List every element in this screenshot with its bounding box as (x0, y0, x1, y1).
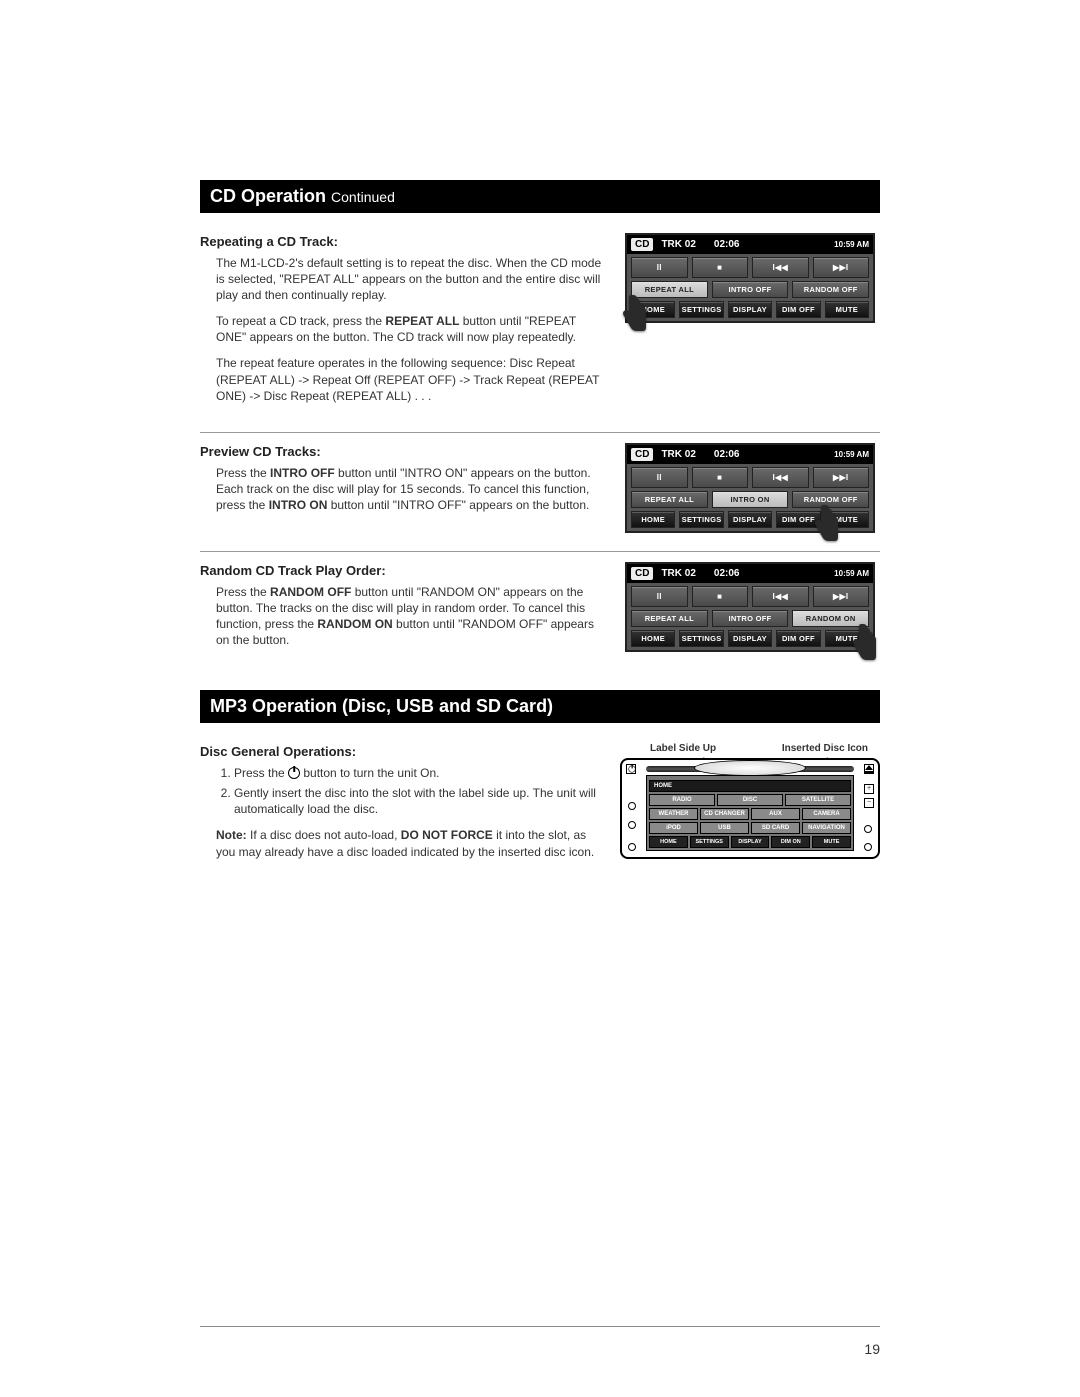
side-dot-icon (628, 821, 636, 829)
unit-cdchanger: CD CHANGER (700, 808, 749, 820)
plus-button: + (864, 784, 874, 794)
display-button[interactable]: DISPLAY (728, 301, 772, 318)
track-label: TRK 02 (661, 239, 695, 250)
dim-button[interactable]: DIM OFF (776, 511, 820, 528)
stop-button[interactable]: ■ (692, 467, 749, 488)
pause-button[interactable]: II (631, 586, 688, 607)
prev-button[interactable]: I◀◀ (752, 467, 809, 488)
s4-note: Note: If a disc does not auto-load, DO N… (216, 827, 604, 859)
pause-button[interactable]: II (631, 467, 688, 488)
section-repeating: Repeating a CD Track: The M1-LCD-2's def… (200, 223, 880, 433)
banner1-title: CD Operation (210, 186, 326, 206)
unit-b-mute: MUTE (812, 836, 851, 848)
power-icon (288, 767, 300, 779)
s1-p3: The repeat feature operates in the follo… (216, 355, 604, 404)
settings-button[interactable]: SETTINGS (679, 630, 723, 647)
unit-usb: USB (700, 822, 749, 834)
lcd-screenshot-1: CD TRK 02 02:06 10:59 AM II ■ I◀◀ ▶▶I RE… (625, 233, 875, 323)
section-preview: Preview CD Tracks: Press the INTRO OFF b… (200, 433, 880, 552)
unit-ipod: iPOD (649, 822, 698, 834)
repeat-button[interactable]: REPEAT ALL (631, 610, 708, 627)
mute-button[interactable]: MUTE (825, 301, 869, 318)
section-random: Random CD Track Play Order: Press the RA… (200, 552, 880, 676)
heading-repeating: Repeating a CD Track: (200, 233, 604, 251)
unit-aux: AUX (751, 808, 800, 820)
label-disc-icon: Inserted Disc Icon (782, 743, 872, 754)
page-number: 19 (864, 1341, 880, 1357)
heading-preview: Preview CD Tracks: (200, 443, 604, 461)
banner1-subtitle: Continued (331, 189, 395, 205)
display-button[interactable]: DISPLAY (728, 511, 772, 528)
unit-diagram: Label Side Up Inserted Disc Icon + − (620, 743, 880, 859)
clock-label: 10:59 AM (834, 240, 869, 249)
settings-button[interactable]: SETTINGS (679, 511, 723, 528)
side-dot-icon (628, 802, 636, 810)
cd-badge: CD (631, 238, 653, 251)
pause-button[interactable]: II (631, 257, 688, 278)
home-button[interactable]: HOME (631, 511, 675, 528)
stop-button[interactable]: ■ (692, 257, 749, 278)
unit-radio: RADIO (649, 794, 715, 806)
unit-disc: DISC (717, 794, 783, 806)
home-button[interactable]: HOME (631, 630, 675, 647)
prev-button[interactable]: I◀◀ (752, 257, 809, 278)
section-disc-general: Disc General Operations: Press the butto… (200, 733, 880, 887)
repeat-button[interactable]: REPEAT ALL (631, 491, 708, 508)
unit-camera: CAMERA (802, 808, 851, 820)
intro-button[interactable]: INTRO ON (712, 491, 789, 508)
random-button[interactable]: RANDOM OFF (792, 491, 869, 508)
banner-mp3-operation: MP3 Operation (Disc, USB and SD Card) (200, 690, 880, 723)
next-button[interactable]: ▶▶I (813, 467, 870, 488)
minus-button: − (864, 798, 874, 808)
next-button[interactable]: ▶▶I (813, 257, 870, 278)
home-button[interactable]: HOME (631, 301, 675, 318)
time-label: 02:06 (714, 239, 740, 250)
lcd-screenshot-3: CD TRK 02 02:06 10:59 AM II ■ I◀◀ ▶▶I RE… (625, 562, 875, 652)
s1-p2: To repeat a CD track, press the REPEAT A… (216, 313, 604, 345)
power-button-icon (626, 764, 636, 774)
mute-button[interactable]: MUTE (825, 630, 869, 647)
label-side-up: Label Side Up (650, 743, 716, 754)
banner2-title: MP3 Operation (Disc, USB and SD Card) (210, 696, 553, 716)
unit-b-settings: SETTINGS (690, 836, 729, 848)
mute-button[interactable]: MUTE (825, 511, 869, 528)
dim-button[interactable]: DIM OFF (776, 301, 820, 318)
s4-li1: Press the button to turn the unit On. (234, 765, 604, 781)
prev-button[interactable]: I◀◀ (752, 586, 809, 607)
unit-b-dim: DIM ON (771, 836, 810, 848)
heading-random: Random CD Track Play Order: (200, 562, 604, 580)
repeat-button[interactable]: REPEAT ALL (631, 281, 708, 298)
unit-b-home: HOME (649, 836, 688, 848)
eject-button-icon (864, 764, 874, 774)
s4-li2: Gently insert the disc into the slot wit… (234, 785, 604, 817)
lcd-screenshot-2: CD TRK 02 02:06 10:59 AM II ■ I◀◀ ▶▶I RE… (625, 443, 875, 533)
side-dot-icon (864, 825, 872, 833)
side-dot-icon (864, 843, 872, 851)
unit-home: HOME (649, 780, 851, 792)
unit-weather: WEATHER (649, 808, 698, 820)
unit-b-display: DISPLAY (731, 836, 770, 848)
random-button[interactable]: RANDOM ON (792, 610, 869, 627)
unit-sdcard: SD CARD (751, 822, 800, 834)
s1-p1: The M1-LCD-2's default setting is to rep… (216, 255, 604, 304)
stop-button[interactable]: ■ (692, 586, 749, 607)
dim-button[interactable]: DIM OFF (776, 630, 820, 647)
disc-icon (694, 760, 806, 776)
heading-disc-general: Disc General Operations: (200, 743, 604, 761)
banner-cd-operation: CD Operation Continued (200, 180, 880, 213)
s2-p1: Press the INTRO OFF button until "INTRO … (216, 465, 604, 514)
intro-button[interactable]: INTRO OFF (712, 610, 789, 627)
footer-rule (200, 1326, 880, 1327)
unit-satellite: SATELLITE (785, 794, 851, 806)
s3-p1: Press the RANDOM OFF button until "RANDO… (216, 584, 604, 649)
intro-button[interactable]: INTRO OFF (712, 281, 789, 298)
unit-nav: NAVIGATION (802, 822, 851, 834)
disc-slot (646, 766, 854, 772)
settings-button[interactable]: SETTINGS (679, 301, 723, 318)
next-button[interactable]: ▶▶I (813, 586, 870, 607)
display-button[interactable]: DISPLAY (728, 630, 772, 647)
side-dot-icon (628, 843, 636, 851)
random-button[interactable]: RANDOM OFF (792, 281, 869, 298)
